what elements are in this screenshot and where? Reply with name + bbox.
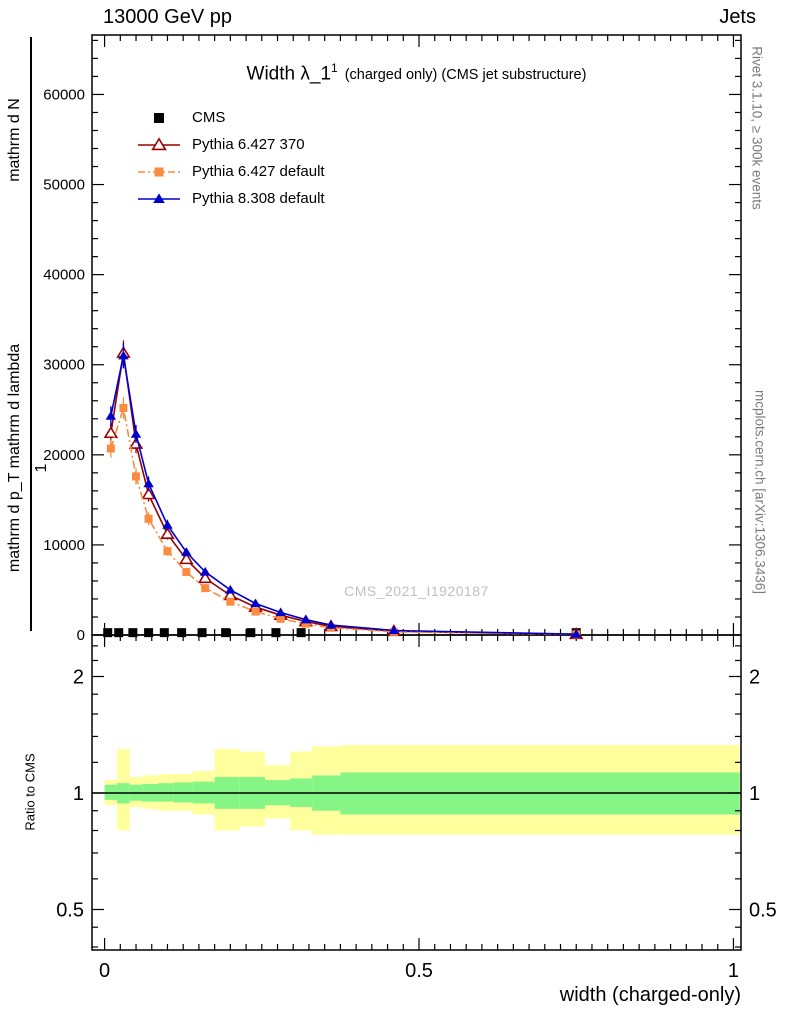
pythia6-370-marker-icon — [138, 136, 180, 150]
tick-label: 0 — [99, 960, 110, 982]
ratio-axis-label: Ratio to CMS — [22, 753, 38, 831]
series-pythia-8-308-default — [105, 343, 582, 638]
pythia6-default-marker-icon — [138, 167, 180, 176]
tick-label: 2 — [73, 667, 84, 689]
cms-marker-icon — [154, 112, 164, 123]
tick-label: 1 — [73, 783, 84, 805]
tick-label: 0.5 — [405, 960, 433, 982]
plot-title-qualifier: (charged only) (CMS jet substructure) — [344, 67, 587, 84]
tick-label: 60000 — [43, 86, 85, 103]
tick-label: 50000 — [43, 177, 85, 194]
rivet-version-label: Rivet 3.1.10, ≥ 300k events — [749, 46, 765, 210]
tick-label: 2 — [749, 667, 760, 689]
y-axis-fraction-bar — [30, 37, 32, 631]
y-axis-label-numerator: mathrm d N — [6, 98, 23, 182]
legend-row-pythia8-default: Pythia 8.308 default — [136, 185, 325, 212]
axis-ticks — [92, 35, 741, 950]
legend-label-pythia6-default: Pythia 6.427 default — [192, 163, 325, 180]
series-pythia-6-427-default — [106, 397, 581, 639]
x-axis-title: width (charged-only) — [559, 984, 741, 1006]
analysis-group-label: Jets — [719, 6, 756, 28]
plot-title-superscript: 1 — [331, 61, 338, 75]
beam-energy-label: 13000 GeV pp — [103, 6, 232, 28]
tick-label: 0 — [77, 627, 85, 644]
legend-label-cms: CMS — [192, 109, 226, 126]
tick-label: 1 — [749, 783, 760, 805]
tick-label: 20000 — [43, 447, 85, 464]
legend-row-cms: CMS — [136, 104, 325, 131]
legend-label-pythia8-default: Pythia 8.308 default — [192, 190, 325, 207]
tick-label: 40000 — [43, 267, 85, 284]
ratio-uncertainty-bands — [104, 745, 740, 835]
tick-label: 1 — [728, 960, 739, 982]
tick-label: 10000 — [43, 537, 85, 554]
legend-label-pythia6-370: Pythia 6.427 370 — [192, 136, 305, 153]
tick-label: 0.5 — [749, 900, 777, 922]
pythia8-default-marker-icon — [138, 192, 180, 203]
analysis-id-watermark: CMS_2021_I1920187 — [344, 583, 489, 599]
legend: CMS Pythia 6.427 370 Pythia 6.427 defaul… — [136, 104, 325, 212]
legend-row-pythia6-370: Pythia 6.427 370 — [136, 131, 325, 158]
y-axis-label-denominator: mathrm d p_T mathrm d lambda — [6, 343, 23, 573]
legend-row-pythia6-default: Pythia 6.427 default — [136, 158, 325, 185]
plot-title: Width λ_11 (charged only) (CMS jet substr… — [92, 61, 741, 85]
tick-label: 30000 — [43, 357, 85, 374]
tick-label: 0.5 — [56, 900, 84, 922]
mcplots-reference-label: mcplots.cern.ch [arXiv:1306.3436] — [752, 389, 768, 595]
plot-title-main: Width λ_1 — [246, 63, 332, 85]
y-axis-label-prefix: 1 — [33, 463, 50, 473]
